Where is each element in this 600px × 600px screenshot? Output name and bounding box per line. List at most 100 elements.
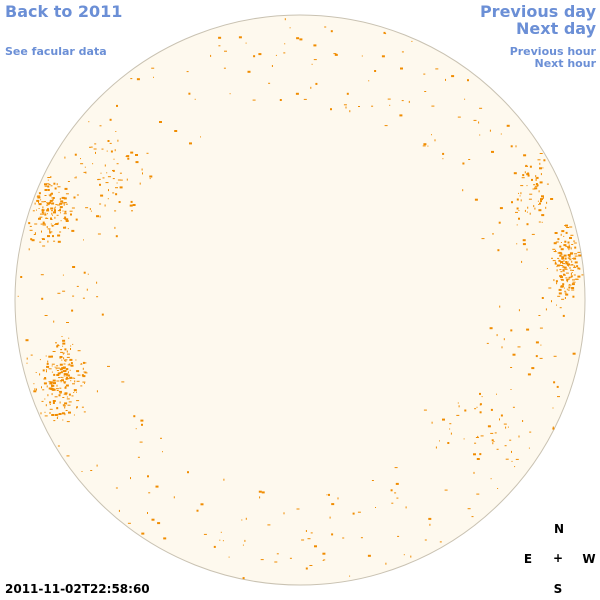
facular-data-link[interactable]: See facular data (5, 45, 107, 58)
facular-dot (518, 210, 520, 212)
facular-dot (65, 359, 67, 362)
facular-dot (29, 225, 32, 227)
facular-dot (539, 357, 543, 359)
facular-dot (552, 426, 554, 429)
facular-dot (556, 269, 558, 272)
facular-dot (53, 240, 56, 242)
facular-dot (503, 423, 507, 425)
facular-dot (69, 358, 73, 361)
facular-dot (524, 171, 526, 174)
facular-dot (427, 145, 429, 147)
facular-dot (499, 305, 501, 308)
facular-dot (63, 202, 67, 204)
facular-dot (70, 348, 71, 350)
facular-dot (528, 198, 532, 200)
previous-day-link[interactable]: Previous day (479, 2, 596, 21)
facular-dot (76, 380, 80, 382)
facular-dot (46, 209, 50, 212)
facular-dot (405, 506, 407, 509)
facular-dot (132, 204, 136, 206)
next-day-link[interactable]: Next day (516, 19, 596, 38)
facular-dot (507, 426, 509, 428)
facular-dot (479, 107, 483, 109)
facular-dot (571, 287, 575, 289)
facular-dot (67, 181, 70, 182)
facular-dot (53, 388, 56, 391)
facular-dot (155, 485, 159, 488)
facular-dot (55, 388, 59, 390)
facular-dot (65, 218, 69, 221)
facular-dot (113, 158, 115, 160)
facular-dot (42, 239, 45, 240)
facular-dot (496, 393, 497, 395)
facular-dot (431, 421, 433, 424)
facular-dot (75, 218, 78, 221)
facular-dot (540, 200, 542, 203)
facular-dot (510, 389, 512, 390)
sun-disk (14, 14, 586, 586)
compass-west: W (582, 552, 596, 566)
facular-dot (39, 241, 42, 243)
facular-dot (581, 274, 584, 276)
facular-dot (65, 394, 67, 396)
facular-dot (563, 287, 565, 289)
facular-dot (60, 371, 63, 374)
facular-dot (141, 532, 145, 535)
facular-dot (40, 213, 43, 215)
next-hour-link[interactable]: Next hour (534, 57, 597, 70)
facular-dot (42, 212, 44, 215)
facular-dot (479, 403, 482, 406)
facular-dot (72, 266, 76, 268)
back-link[interactable]: Back to 2011 (5, 2, 123, 21)
facular-dot (60, 200, 64, 203)
facular-dot (546, 268, 548, 269)
facular-dot (546, 183, 549, 185)
facular-dot (49, 229, 51, 232)
facular-dot (85, 171, 87, 174)
facular-dot (518, 217, 520, 220)
facular-dot (53, 420, 56, 422)
facular-dot (564, 225, 568, 226)
facular-dot (115, 131, 117, 132)
facular-dot (60, 376, 63, 378)
facular-dot (390, 489, 393, 492)
facular-dot (48, 355, 52, 358)
facular-dot (283, 512, 285, 515)
facular-dot (101, 313, 104, 316)
compass-north: N (553, 522, 565, 536)
facular-dot (189, 142, 192, 145)
facular-dot (491, 439, 494, 442)
facular-dot (41, 209, 45, 212)
facular-dot (62, 274, 64, 276)
facular-dot (463, 438, 465, 440)
facular-dot (53, 388, 55, 390)
facular-dot (303, 98, 307, 100)
facular-dot (561, 257, 564, 260)
facular-dot (96, 390, 98, 393)
facular-dot (109, 118, 112, 121)
facular-dot (51, 355, 53, 358)
previous-hour-link[interactable]: Previous hour (509, 45, 596, 58)
facular-dot (556, 266, 558, 268)
facular-dot (567, 254, 571, 256)
facular-dot (562, 260, 565, 262)
facular-dot (96, 281, 98, 284)
facular-dot (64, 413, 66, 416)
facular-dot (541, 195, 544, 198)
facular-dot (32, 210, 35, 212)
facular-dot (498, 221, 501, 224)
facular-dot (110, 150, 113, 153)
facular-dot (551, 257, 553, 259)
facular-dot (61, 367, 65, 370)
facular-dot (56, 370, 59, 371)
facular-dot (62, 353, 64, 355)
facular-dot (142, 172, 143, 175)
facular-dot (44, 213, 47, 216)
facular-dot (160, 437, 162, 439)
facular-dot (61, 412, 65, 415)
facular-dot (542, 167, 544, 169)
facular-dot (64, 156, 66, 159)
facular-dot (310, 86, 312, 89)
facular-dot (551, 300, 552, 303)
facular-dot (66, 396, 68, 398)
